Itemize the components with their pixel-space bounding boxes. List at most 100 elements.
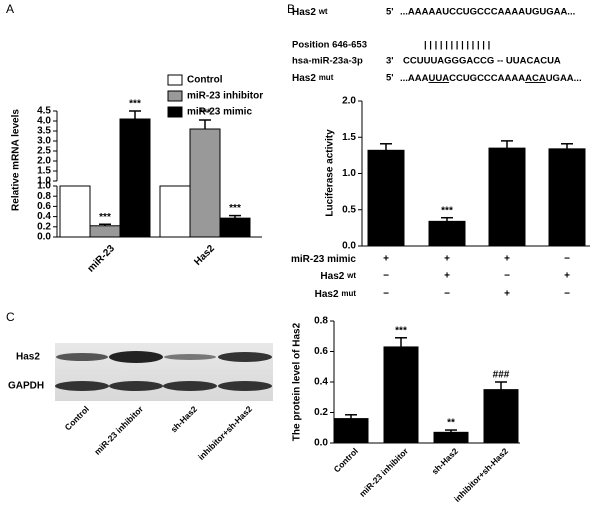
- annotation: ***: [441, 205, 453, 216]
- y-tick-label: 0.0: [37, 232, 51, 243]
- y-tick-label: 0.4: [314, 377, 328, 388]
- bar: [548, 148, 586, 247]
- error-bar: [495, 381, 507, 390]
- x-tick-label: Control: [63, 404, 91, 432]
- condition-label: Has2 wt: [320, 271, 356, 282]
- condition-tag: mut: [341, 289, 356, 298]
- x-tick-label: sh-Has2: [169, 404, 200, 435]
- y-tick-label: 2.0: [342, 96, 356, 107]
- error-bar: [561, 143, 573, 149]
- bar: [428, 220, 466, 247]
- blot-row-label: GAPDH: [8, 381, 44, 392]
- x-tick-label: inhibitor+sh-Has2: [452, 446, 510, 504]
- y-tick-label: 0.0: [342, 241, 356, 252]
- bar: [89, 225, 121, 238]
- legend-swatch: [167, 90, 183, 102]
- x-tick-label: inhibitor+sh-Has2: [196, 404, 254, 462]
- condition-mark: −: [564, 289, 570, 300]
- y-tick-label: 1.0: [37, 181, 51, 192]
- error-bar: [380, 143, 392, 151]
- legend-swatch: [167, 74, 183, 86]
- condition-tag: wt: [346, 271, 356, 280]
- bar: [483, 389, 519, 444]
- condition-name: miR-23 mimic: [291, 254, 356, 265]
- sequence: CCUUUAGGGACCG -- UUACACUA: [403, 56, 561, 67]
- x-tick-label: miR-23: [86, 243, 118, 275]
- panel-label: B: [287, 2, 295, 16]
- y-tick-label: 1.0: [37, 176, 51, 187]
- error-bar: [199, 119, 211, 129]
- y-axis-title: Luciferase activity: [325, 129, 336, 217]
- bar: [433, 431, 469, 444]
- bar: [488, 147, 526, 247]
- y-tick-label: 0.5: [342, 204, 356, 215]
- sequence: ...AAAAAUCCUGCCCAAAAUGUGAA...: [400, 7, 575, 18]
- seq-label: hsa-miR-23a-3p: [292, 56, 363, 67]
- y-axis-title: Relative mRNA levels: [11, 109, 22, 211]
- bar: [333, 418, 369, 444]
- error-bar: [445, 429, 457, 433]
- blot-bands: [55, 351, 272, 391]
- y-tick-label: 0.6: [37, 201, 51, 212]
- bar: [219, 217, 251, 238]
- condition-mark: −: [564, 254, 570, 265]
- annotation: ***: [199, 108, 211, 119]
- condition-mark: −: [504, 271, 510, 282]
- condition-mark: +: [444, 271, 450, 282]
- x-tick-label: miR-23 inhibitor: [357, 445, 410, 498]
- y-tick-label: 0.0: [314, 438, 328, 449]
- error-bar: [395, 337, 407, 347]
- condition-mark: −: [383, 289, 389, 300]
- x-tick-label: sh-Has2: [430, 446, 461, 477]
- condition-mark: +: [504, 254, 510, 265]
- condition-mark: +: [564, 271, 570, 282]
- annotation: **: [447, 418, 455, 429]
- pairing: | | | | | | | | | | | | |: [424, 40, 490, 51]
- annotation: ***: [129, 99, 141, 110]
- bar: [59, 185, 91, 238]
- condition-label: Has2 mut: [315, 289, 357, 300]
- y-tick-label: 3.5: [37, 126, 51, 137]
- annotation: ***: [229, 203, 241, 214]
- condition-label: miR-23 mimic: [291, 254, 356, 265]
- legend-label: Control: [187, 75, 223, 86]
- error-bar: [129, 110, 141, 119]
- condition-mark: −: [444, 289, 450, 300]
- condition-mark: +: [504, 289, 510, 300]
- error-bar: [345, 414, 357, 419]
- bar: [367, 149, 405, 247]
- condition-mark: +: [444, 254, 450, 265]
- y-tick-label: 2.5: [37, 146, 51, 157]
- y-tick-label: 1.0: [342, 168, 356, 179]
- y-tick-label: 1.5: [342, 132, 356, 143]
- y-tick-label: 0.8: [37, 191, 51, 202]
- y-axis-title: The protein level of Has2: [292, 322, 303, 441]
- blot-row-label: Has2: [16, 352, 40, 363]
- blot: [55, 343, 273, 401]
- y-tick-label: 0.8: [314, 316, 328, 327]
- y-tick-label: 0.4: [37, 211, 51, 222]
- seq-label: Has2 mut: [292, 73, 334, 84]
- y-tick-label: 4.0: [37, 116, 51, 127]
- bar: [383, 346, 419, 444]
- legend-swatch: [167, 106, 183, 118]
- seq-label: Position 646-653: [292, 40, 367, 51]
- legend-label: miR-23 mimic: [187, 107, 252, 118]
- sequence: ...AAAUUACCUGCCCAAAAACAUGAA...: [400, 73, 582, 84]
- annotation: ***: [395, 325, 407, 336]
- panel-label: C: [6, 310, 15, 324]
- error-bar: [441, 216, 453, 222]
- y-tick-label: 0.2: [37, 221, 51, 232]
- error-bar: [229, 214, 241, 219]
- annotation: ***: [99, 212, 111, 223]
- seq-end: 3': [386, 56, 394, 67]
- panel-label: A: [6, 2, 14, 16]
- seq-end: 5': [386, 7, 394, 18]
- bar: [159, 185, 191, 238]
- bar: [189, 128, 221, 238]
- y-tick-label: 4.5: [37, 106, 51, 117]
- error-bar: [501, 140, 513, 149]
- seq-end: 5': [386, 73, 394, 84]
- condition-name: Has2: [315, 289, 339, 300]
